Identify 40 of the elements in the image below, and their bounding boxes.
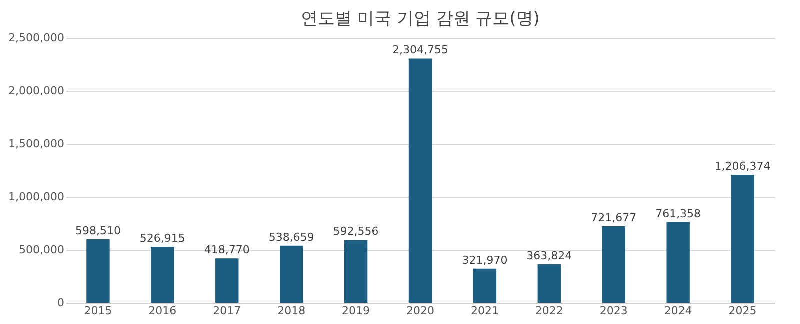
bar	[408, 58, 432, 303]
data-label: 538,659	[268, 230, 314, 244]
data-label: 418,770	[204, 244, 250, 257]
bar	[538, 264, 562, 303]
x-tick-label: 2021	[470, 304, 499, 318]
x-tick-label: 2016	[148, 304, 177, 318]
x-tick-label: 2023	[600, 304, 628, 318]
chart-title: 연도별 미국 기업 감원 규모(명)	[301, 9, 540, 29]
bar	[666, 222, 690, 303]
x-tick-label: 2025	[728, 304, 757, 318]
bar	[473, 268, 497, 303]
y-tick-label: 1,000,000	[8, 190, 64, 204]
data-label: 321,970	[462, 254, 508, 267]
bar	[280, 246, 304, 303]
bar	[216, 258, 239, 303]
y-tick-label: 2,000,000	[8, 84, 64, 98]
data-label: 761,358	[656, 207, 702, 220]
x-tick-label: 2019	[342, 304, 370, 318]
bar	[344, 240, 368, 303]
data-label: 1,206,374	[714, 160, 771, 174]
y-tick-label: 2,500,000	[8, 32, 64, 44]
y-tick-label: 500,000	[19, 244, 64, 256]
x-tick-label: 2017	[213, 304, 242, 318]
x-tick-label: 2015	[84, 304, 112, 318]
bar	[602, 226, 626, 303]
x-tick-label: 2022	[535, 304, 564, 318]
bar	[86, 240, 110, 303]
data-label: 598,510	[75, 224, 121, 238]
bar	[731, 175, 754, 303]
data-label: 721,677	[591, 212, 637, 224]
x-tick-label: 2018	[278, 304, 306, 318]
data-label: 2,304,755	[392, 44, 448, 57]
data-label: 363,824	[526, 249, 572, 262]
y-tick-label: 0	[58, 296, 64, 310]
x-tick-label: 2020	[406, 304, 434, 318]
x-tick-label: 2024	[664, 304, 692, 318]
y-tick-label: 1,500,000	[8, 138, 64, 150]
data-label: 526,915	[140, 232, 186, 246]
bar	[151, 247, 174, 303]
data-label: 592,556	[333, 225, 379, 238]
